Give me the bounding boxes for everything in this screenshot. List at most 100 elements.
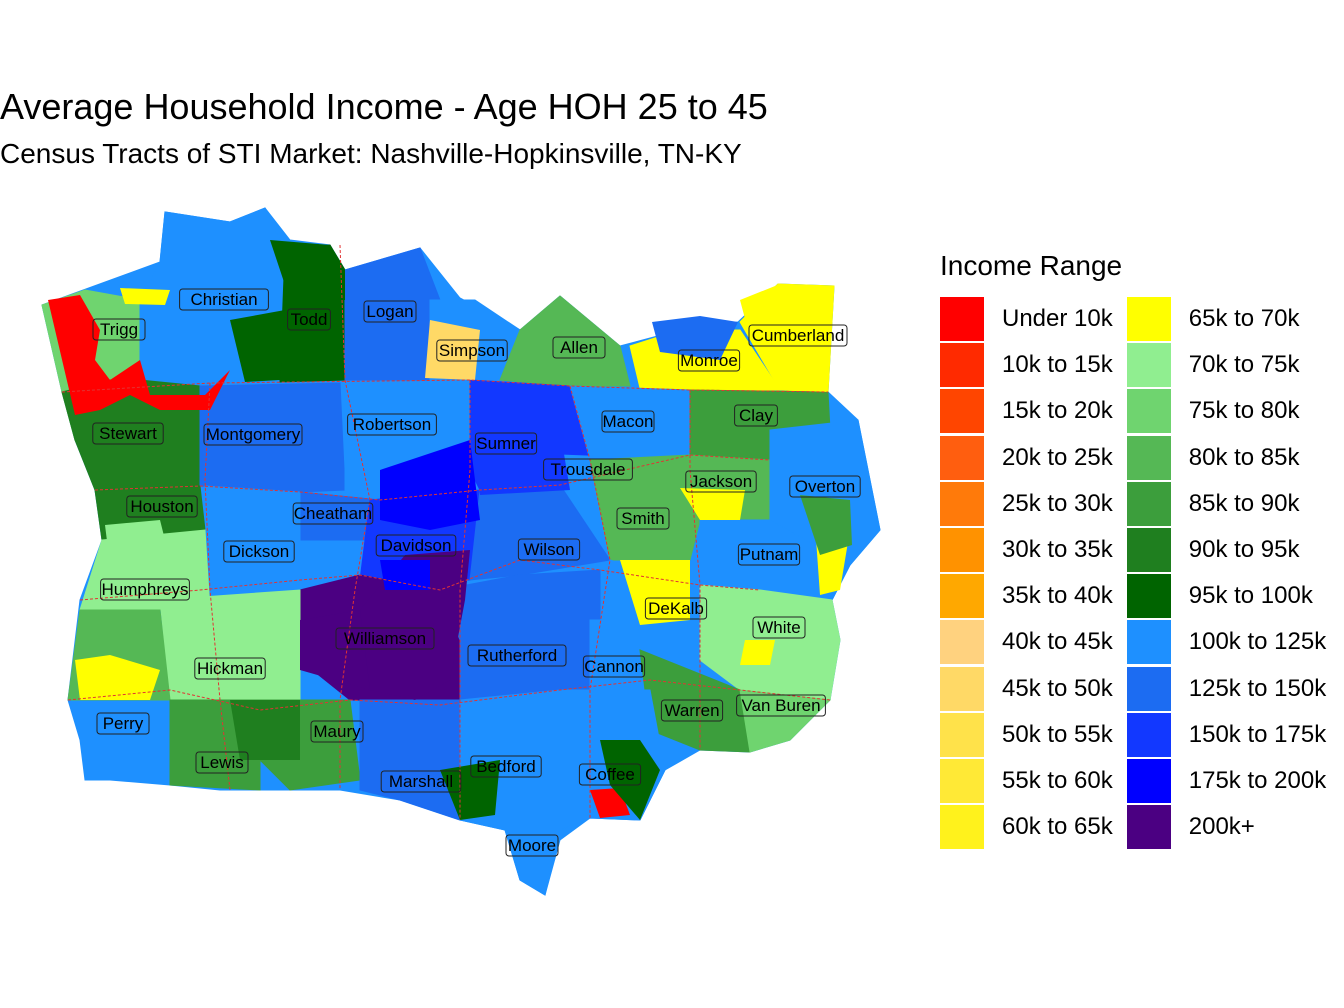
legend-swatch [940,481,984,526]
county-label-logan: Logan [363,300,417,323]
county-label-text: Rutherford [477,646,557,665]
county-label-box [737,543,801,566]
county-label-box [347,413,437,436]
legend-swatch [1126,574,1171,619]
county-label-text: Allen [560,338,598,357]
legend-item: 90k to 95k [1126,527,1326,573]
county-label-putnam: Putnam [737,543,801,566]
county-label-box [100,578,190,601]
county-border-line [67,679,831,711]
census-tract [680,488,745,520]
county-label-text: Simpson [439,341,505,360]
county-label-box [375,534,457,557]
legend-item: 45k to 50k [940,666,1113,712]
legend-item: 150k to 175k [1126,712,1327,758]
county-label-box [601,410,655,433]
legend-label: 35k to 40k [1002,582,1113,610]
county-label-text: Lewis [200,753,243,772]
county-label-box [310,720,364,743]
legend-item: 175k to 200k [1126,758,1327,804]
county-label-box [292,502,374,525]
legend-item: 125k to 150k [1126,666,1326,712]
legend-item: 55k to 60k [940,758,1113,804]
legend-label: 45k to 50k [1002,674,1113,702]
census-tract [740,640,775,665]
county-label-coffee: Coffee [578,763,642,786]
legend-label: 65k to 70k [1188,305,1300,333]
county-label-cheatham: Cheatham [292,502,374,525]
county-label-cumberland: Cumberland [748,324,848,347]
census-tract [300,610,370,690]
legend-label: 85k to 90k [1188,489,1300,517]
legend-label: 25k to 30k [1002,489,1113,517]
county-label-text: Jackson [690,472,752,491]
county-label-text: Logan [366,302,413,321]
county-label-box [467,644,567,667]
county-label-text: Putnam [740,545,799,564]
legend-item: 35k to 40k [940,573,1113,619]
county-label-box [644,597,708,620]
county-label-text: Cheatham [294,504,372,523]
county-label-text: Van Buren [741,696,820,715]
county-label-box [677,349,741,372]
legend-item: 50k to 55k [940,712,1113,758]
county-montgomery [199,382,346,493]
legend-swatch [940,620,984,665]
county-label-text: Sumner [476,434,536,453]
legend-item: 85k to 90k [1126,481,1326,527]
legend-item: 200k+ [1126,804,1326,850]
legend-column: 65k to 70k 70k to 75k 75k to 80k 80k to 85k… [1126,296,1327,850]
census-tract [425,320,480,380]
county-label-cannon: Cannon [582,655,646,678]
county-label-text: Robertson [353,415,431,434]
county-label-box [380,770,462,793]
county-label-text: Warren [664,701,719,720]
county-border-line [689,390,701,750]
legend-label: 100k to 125k [1188,628,1327,656]
legend-label: 95k to 100k [1188,582,1313,610]
legend-title: Income Range [940,250,1123,281]
county-label-text: DeKalb [648,599,704,618]
legend-swatch [940,528,984,573]
census-tract [380,560,430,590]
legend-label: 60k to 65k [1002,813,1113,841]
county-label-maury: Maury [310,720,364,743]
county-label-white: White [752,616,806,639]
legend-swatch [940,758,984,803]
county-label-montgomery: Montgomery [203,423,303,446]
legend-label: 30k to 35k [1002,536,1113,564]
county-border-line [204,382,231,791]
legend-item: 60k to 65k [940,804,1113,850]
county-label-todd: Todd [287,308,331,331]
legend-swatch [940,666,984,711]
county-label-text: Coffee [585,765,635,784]
county-label-text: Cumberland [752,326,845,345]
legend-item: 100k to 125k [1126,619,1327,665]
legend-swatch [1126,389,1171,434]
legend-item: 20k to 25k [940,435,1113,481]
legend-label: 150k to 175k [1188,720,1327,748]
county-label-text: Cannon [584,657,644,676]
county-label-box [736,694,826,717]
county-label-davidson: Davidson [375,534,457,557]
county-label-trigg: Trigg [92,318,146,341]
legend-swatch [940,435,984,480]
county-label-bedford: Bedford [470,755,542,778]
county-marshall [359,699,461,821]
county-label-text: Moore [508,836,556,855]
legend-swatch [940,297,984,342]
legend-label: 175k to 200k [1188,766,1327,794]
county-label-text: Perry [103,714,144,733]
census-tract [120,288,170,305]
county-border-line [94,454,771,501]
census-tract [740,284,834,392]
legend-item: 75k to 80k [1126,388,1326,434]
county-label-trousdale: Trousdale [543,458,633,481]
county-label-box [616,507,670,530]
legend-swatch [1126,712,1171,757]
county-label-text: Wilson [523,540,574,559]
census-tract [230,310,285,382]
county-border-line [61,379,829,393]
county-label-box [194,657,266,680]
legend-label: 40k to 45k [1002,628,1113,656]
